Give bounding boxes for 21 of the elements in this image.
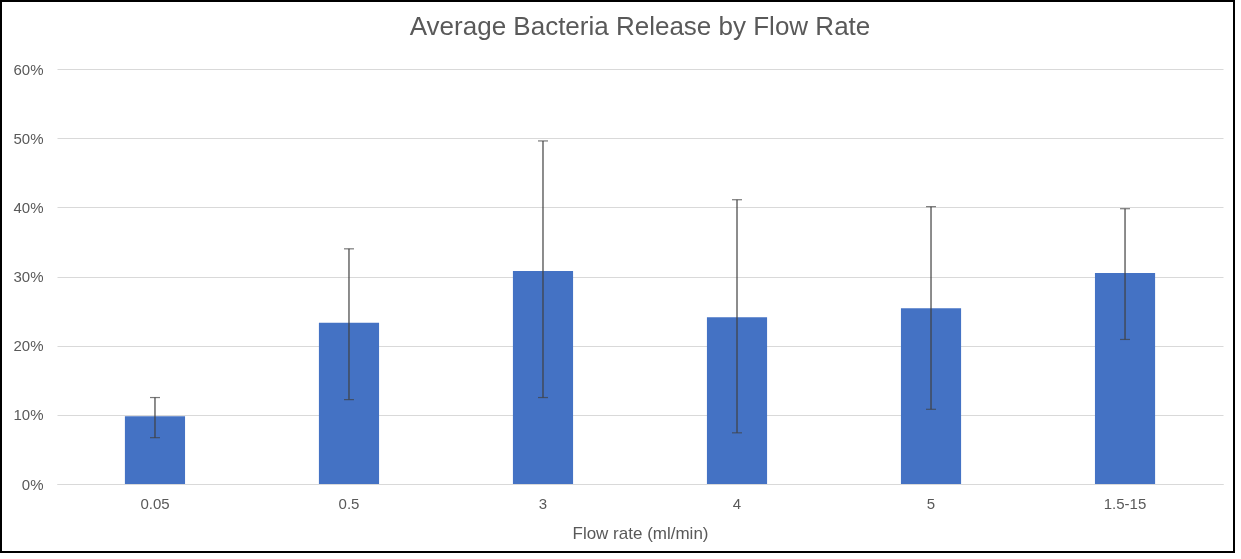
bar (1094, 273, 1156, 484)
bar (706, 317, 768, 484)
y-tick-label: 60% (13, 60, 44, 78)
bar (512, 270, 574, 484)
bar (900, 308, 962, 484)
x-axis-title: Flow rate (ml/min) (572, 523, 709, 543)
x-tick-label: 0.5 (338, 494, 360, 512)
x-tick-label: 0.05 (140, 494, 170, 512)
x-tick-label: 3 (538, 494, 548, 512)
y-tick-label: 0% (21, 475, 44, 493)
x-tick-label: 1.5-15 (1103, 494, 1147, 512)
x-tick-label: 5 (926, 494, 936, 512)
chart-title: Average Bacteria Release by Flow Rate (409, 11, 871, 41)
bar (318, 322, 380, 484)
y-tick-label: 50% (13, 129, 44, 147)
bar (124, 416, 186, 484)
y-tick-label: 10% (13, 406, 44, 424)
x-tick-label: 4 (732, 494, 742, 512)
y-tick-label: 40% (13, 198, 44, 216)
y-tick-label: 30% (13, 268, 44, 285)
y-tick-label: 20% (13, 337, 44, 355)
